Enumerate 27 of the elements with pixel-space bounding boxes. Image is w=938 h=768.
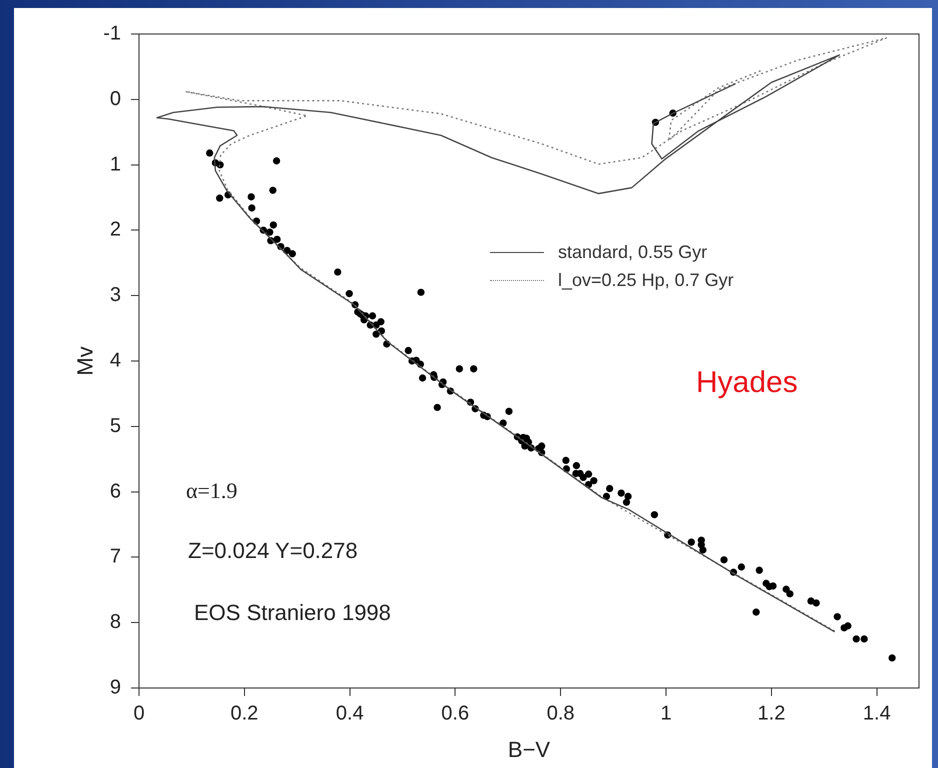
annotation: α=1.9 [186,478,238,504]
y-tick-label: 4 [110,350,121,372]
y-axis-title: Mv [72,346,98,376]
legend-label: standard, 0.55 Gyr [558,242,708,262]
y-tick-label: 9 [110,676,121,699]
y-tick-label: -1 [103,22,121,45]
y-tick-label: 6 [110,480,121,502]
y-tick-label: 1 [110,153,121,176]
y-tick-label: 8 [110,611,121,634]
y-tick-label: 5 [110,414,121,437]
x-tick-label: 0.4 [336,702,364,725]
x-tick-label: 0 [133,702,145,725]
x-tick-label: 1 [660,702,672,725]
x-tick-label: 1.2 [758,702,786,725]
y-tick-label: 2 [110,218,121,241]
y-tick-label: 0 [110,88,121,110]
y-tick-label: 3 [110,284,121,306]
y-tick-label: 7 [110,546,121,568]
x-tick-label: 0.6 [441,702,470,725]
x-tick-label: 0.2 [230,702,258,725]
legend-label: l_ov=0.25 Hp, 0.7 Gyr [558,270,734,290]
x-tick-label: 1.4 [862,702,891,725]
x-tick-label: 0.8 [546,702,575,725]
x-axis-title: B−V [508,736,550,762]
annotation: EOS Straniero 1998 [194,600,391,626]
annotation: Hyades [696,366,798,400]
annotation: Z=0.024 Y=0.278 [188,538,358,564]
